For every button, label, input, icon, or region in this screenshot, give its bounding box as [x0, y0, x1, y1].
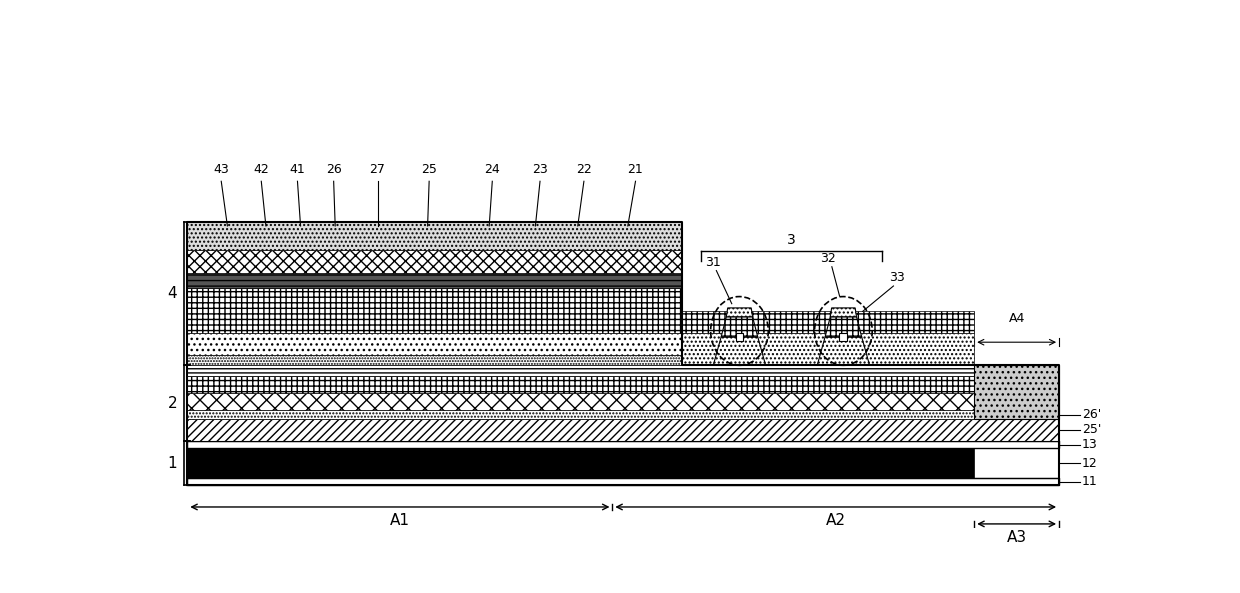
Text: 2: 2	[167, 396, 177, 410]
Bar	[187, 288, 682, 333]
Text: A2: A2	[826, 513, 846, 528]
Bar	[187, 333, 682, 355]
Bar	[187, 393, 1059, 410]
Polygon shape	[727, 308, 753, 317]
Text: 12: 12	[1083, 457, 1097, 470]
Text: 3: 3	[787, 234, 796, 247]
Bar	[187, 410, 1059, 419]
Text: 25': 25'	[1083, 423, 1101, 436]
Text: 21: 21	[627, 163, 644, 176]
Bar	[682, 311, 975, 333]
Bar	[682, 333, 975, 365]
Text: 42: 42	[253, 163, 269, 176]
Text: 11: 11	[1083, 475, 1097, 488]
Polygon shape	[817, 337, 869, 365]
Bar	[735, 333, 743, 341]
Bar	[187, 441, 1059, 448]
Bar	[187, 478, 1059, 486]
Text: A3: A3	[1007, 530, 1027, 545]
Bar	[187, 419, 1059, 441]
Text: 24: 24	[485, 163, 500, 176]
Text: A1: A1	[389, 513, 410, 528]
Text: 22: 22	[577, 163, 591, 176]
Text: 13: 13	[1083, 438, 1097, 451]
Polygon shape	[831, 308, 857, 317]
Text: 23: 23	[532, 163, 548, 176]
Text: 4: 4	[167, 286, 177, 301]
Text: 25: 25	[422, 163, 436, 176]
Text: 26': 26'	[1083, 408, 1101, 421]
Polygon shape	[713, 337, 765, 365]
Text: 32: 32	[820, 252, 836, 265]
Polygon shape	[825, 317, 862, 337]
Text: 26: 26	[326, 163, 341, 176]
Text: 31: 31	[704, 256, 720, 269]
Bar	[975, 365, 1059, 419]
Polygon shape	[722, 317, 758, 337]
Bar	[187, 376, 1059, 393]
Bar	[187, 365, 1059, 376]
Text: A4: A4	[1008, 313, 1024, 325]
Bar	[187, 355, 682, 365]
Bar	[187, 222, 682, 250]
Bar	[187, 273, 682, 288]
Text: 41: 41	[290, 163, 305, 176]
Bar	[187, 448, 975, 478]
Text: 27: 27	[370, 163, 386, 176]
Text: 1: 1	[167, 455, 177, 471]
Text: 33: 33	[889, 272, 905, 285]
Bar	[187, 250, 682, 273]
Bar	[839, 333, 847, 341]
Text: 43: 43	[213, 163, 229, 176]
